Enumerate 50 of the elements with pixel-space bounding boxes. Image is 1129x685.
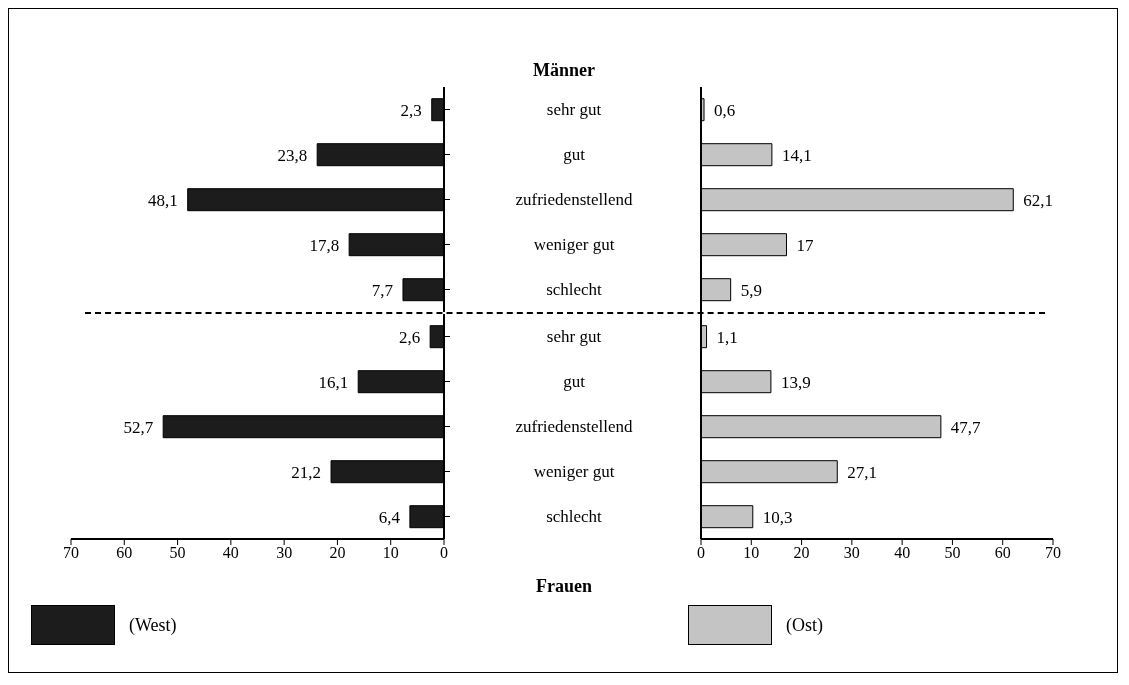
y-tick-label: zufriedenstellend bbox=[515, 190, 634, 210]
data-label: 62,1 bbox=[1023, 190, 1054, 210]
data-label: 47,7 bbox=[950, 417, 982, 437]
x-tick-label: 10 bbox=[382, 544, 399, 562]
y-tick-label: gut bbox=[563, 145, 586, 165]
y-tick-label: sehr gut bbox=[546, 327, 602, 347]
data-label: 48,1 bbox=[147, 190, 178, 210]
y-tick-label: weniger gut bbox=[533, 462, 615, 482]
data-label: 52,7 bbox=[123, 417, 154, 437]
x-tick-label: 0 bbox=[697, 544, 705, 562]
y-tick-label: zufriedenstellend bbox=[515, 417, 634, 437]
y-tick-label: weniger gut bbox=[533, 235, 615, 255]
data-label: 10,3 bbox=[762, 507, 793, 527]
text: Frauen bbox=[535, 575, 593, 597]
data-label: 2,6 bbox=[398, 327, 421, 347]
y-tick-label: gut bbox=[563, 372, 586, 392]
x-tick-label: 40 bbox=[222, 544, 239, 562]
data-label: 6,4 bbox=[378, 507, 401, 527]
x-tick-label: 50 bbox=[944, 544, 961, 562]
data-label: 7,7 bbox=[371, 280, 394, 300]
data-label: 16,1 bbox=[318, 372, 349, 392]
x-tick-label: 70 bbox=[63, 544, 79, 562]
data-label: 14,1 bbox=[781, 145, 812, 165]
x-tick-label: 40 bbox=[894, 544, 911, 562]
legend-label: (Ost) bbox=[786, 614, 823, 636]
x-tick-label: 60 bbox=[994, 544, 1011, 562]
x-tick-label: 30 bbox=[843, 544, 860, 562]
data-label: 2,3 bbox=[400, 100, 422, 120]
data-label: 5,9 bbox=[740, 280, 762, 300]
x-tick-label: 0 bbox=[440, 544, 448, 562]
y-tick-label: schlecht bbox=[546, 280, 603, 300]
x-tick-label: 20 bbox=[329, 544, 346, 562]
legend-label: (West) bbox=[129, 614, 177, 636]
x-tick-label: 20 bbox=[793, 544, 810, 562]
x-tick-label: 10 bbox=[743, 544, 760, 562]
text: Männer bbox=[532, 59, 596, 82]
x-tick-label: 70 bbox=[1045, 544, 1061, 562]
data-label: 1,1 bbox=[716, 327, 738, 347]
x-tick-label: 30 bbox=[276, 544, 293, 562]
data-label: 21,2 bbox=[291, 462, 322, 482]
y-tick-label: schlecht bbox=[546, 507, 603, 527]
y-tick-label: sehr gut bbox=[546, 100, 602, 120]
data-label: 23,8 bbox=[277, 145, 308, 165]
x-tick-label: 50 bbox=[169, 544, 186, 562]
data-label: 27,1 bbox=[847, 462, 878, 482]
data-label: 17 bbox=[796, 235, 814, 255]
data-label: 13,9 bbox=[780, 372, 811, 392]
data-label: 0,6 bbox=[714, 100, 736, 120]
x-tick-label: 60 bbox=[116, 544, 133, 562]
data-label: 17,8 bbox=[309, 235, 340, 255]
